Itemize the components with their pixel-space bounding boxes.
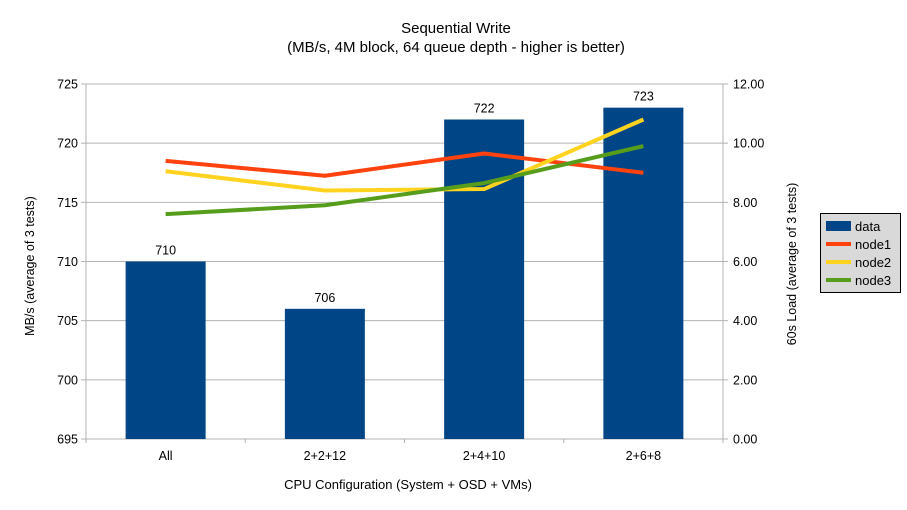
- y-left-tick-label: 715: [57, 196, 78, 210]
- bar-2+6+8: [603, 107, 684, 440]
- chart-title: Sequential Write (MB/s, 4M block, 64 que…: [287, 20, 625, 57]
- legend-key-node3: [826, 278, 851, 282]
- bar-All: [125, 261, 206, 439]
- legend-key-data: [826, 221, 851, 231]
- y-left-tick-label: 695: [57, 433, 78, 447]
- y-left-tick-label: 710: [57, 255, 78, 269]
- legend: data node1 node2 node3: [820, 213, 901, 293]
- y-right-tick-label: 12.00: [733, 78, 764, 92]
- bar-value-label: 722: [474, 102, 495, 116]
- y-right-tick-label: 10.00: [733, 137, 764, 151]
- bar-2+2+12: [284, 308, 365, 439]
- y-right-tick-label: 0.00: [733, 433, 757, 447]
- legend-label-node1: node1: [855, 236, 892, 252]
- x-category-label: 2+4+10: [463, 449, 505, 463]
- chart-title-line1: Sequential Write: [401, 20, 511, 37]
- y-left-tick-label: 700: [57, 373, 78, 387]
- y-left-axis-title: MB/s (average of 3 tests): [23, 196, 37, 336]
- y-right-tick-label: 2.00: [733, 373, 757, 387]
- y-right-tick-label: 4.00: [733, 314, 757, 328]
- legend-key-node2: [826, 260, 851, 264]
- bar-value-label: 723: [633, 90, 654, 104]
- y-right-tick-label: 6.00: [733, 255, 757, 269]
- x-axis-title: CPU Configuration (System + OSD + VMs): [284, 477, 532, 492]
- bar-2+4+10: [444, 119, 525, 439]
- legend-label-node2: node2: [855, 254, 892, 270]
- legend-key-node1: [826, 242, 851, 246]
- x-category-label: All: [159, 449, 173, 463]
- line-node3: [165, 144, 644, 217]
- y-right-tick-label: 8.00: [733, 196, 757, 210]
- legend-item-node3: node3: [826, 271, 900, 289]
- line-node2: [165, 117, 645, 193]
- y-left-tick-label: 725: [57, 78, 78, 92]
- legend-label-data: data: [855, 218, 881, 234]
- legend-label-node3: node3: [855, 272, 892, 288]
- chart-title-line2: (MB/s, 4M block, 64 queue depth - higher…: [287, 38, 625, 56]
- x-category-label: 2+6+8: [626, 449, 662, 463]
- y-left-tick-label: 720: [57, 137, 78, 151]
- y-left-tick-label: 705: [57, 314, 78, 328]
- bar-value-label: 710: [155, 244, 176, 258]
- legend-item-data: data: [826, 217, 900, 235]
- legend-item-node1: node1: [826, 235, 900, 253]
- legend-item-node2: node2: [826, 253, 900, 271]
- y-right-axis-title: 60s Load (average of 3 tests): [785, 182, 799, 346]
- bar-value-label: 706: [314, 291, 335, 305]
- x-category-label: 2+2+12: [304, 449, 346, 463]
